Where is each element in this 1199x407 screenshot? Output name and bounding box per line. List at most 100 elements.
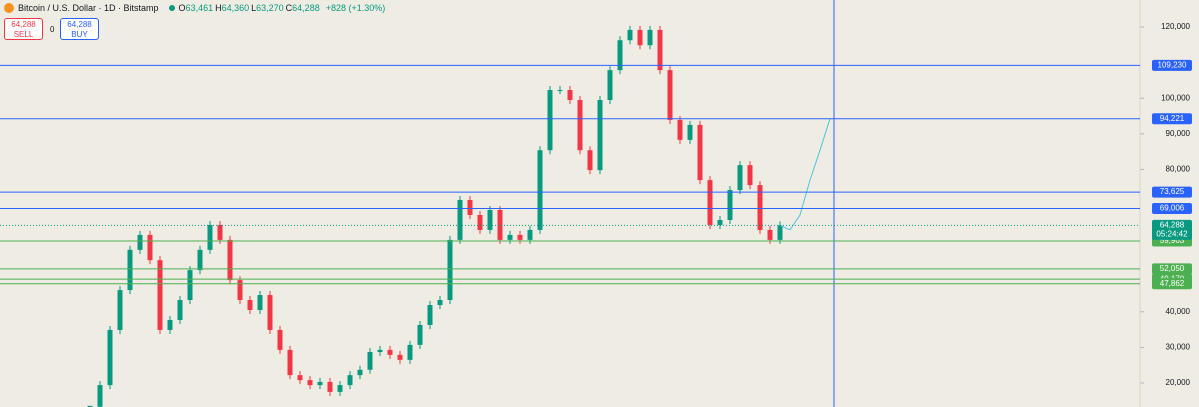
candle — [627, 29, 633, 41]
candle — [577, 100, 583, 151]
buy-price: 64,288 — [67, 20, 92, 29]
last-price-label: 64,288 — [1160, 220, 1185, 229]
candle — [297, 375, 303, 381]
candle — [517, 234, 523, 240]
candle — [207, 224, 213, 250]
candle — [377, 349, 383, 353]
candle — [477, 214, 483, 230]
candle — [127, 249, 133, 291]
candle — [617, 40, 623, 71]
status-dot — [168, 5, 175, 11]
ohlc: O63,461 H64,360 L63,270 C64,288 — [179, 3, 322, 13]
symbol-title[interactable]: Bitcoin / U.S. Dollar · 1D · Bitstamp — [18, 3, 159, 13]
ohlc-key: C — [285, 3, 293, 13]
candle — [117, 290, 123, 330]
projection-line — [779, 118, 831, 231]
candle — [707, 180, 713, 225]
candle — [637, 29, 643, 46]
candle — [307, 380, 313, 386]
candle — [367, 352, 373, 370]
candle — [147, 234, 153, 261]
candle — [767, 229, 773, 240]
level-label-box — [1152, 278, 1192, 290]
candle — [547, 90, 553, 151]
candle — [97, 385, 103, 407]
candle — [457, 200, 463, 240]
ohlc-key: O — [178, 3, 186, 13]
candle — [427, 305, 433, 325]
candle — [157, 260, 163, 330]
candle — [317, 381, 323, 386]
ohlc-value: 63,270 — [256, 3, 284, 13]
level-label-box — [1152, 59, 1192, 71]
candle — [697, 124, 703, 181]
candle — [327, 381, 333, 392]
y-tick-label: 90,000 — [1166, 129, 1191, 138]
level-label-box — [1152, 263, 1192, 275]
change: +828 (+1.30%) — [325, 3, 386, 13]
candle — [587, 150, 593, 171]
candle — [237, 280, 243, 301]
candle — [87, 405, 93, 407]
candle — [397, 354, 403, 360]
sell-label: SELL — [13, 30, 34, 39]
y-tick-label: 20,000 — [1166, 378, 1191, 387]
candle — [497, 209, 503, 240]
candle — [437, 300, 443, 306]
candle — [737, 165, 743, 191]
sell-button[interactable]: 64,288 SELL — [4, 18, 43, 40]
candle — [257, 295, 263, 311]
candle — [487, 209, 493, 230]
candle — [657, 29, 663, 71]
coin-icon — [4, 3, 14, 13]
candle — [557, 90, 563, 92]
candle — [467, 200, 473, 215]
ohlc-value: 64,288 — [292, 3, 320, 13]
candle — [607, 70, 613, 101]
candle — [217, 224, 223, 240]
candle — [347, 375, 353, 386]
candle — [227, 239, 233, 281]
candle — [747, 165, 753, 186]
level-label: 73,625 — [1160, 187, 1185, 196]
candle — [167, 319, 173, 330]
y-tick-label: 30,000 — [1166, 342, 1191, 351]
y-tick-label: 120,000 — [1161, 22, 1190, 31]
candle — [647, 29, 653, 46]
candle — [337, 385, 343, 392]
candle — [187, 270, 193, 301]
candle — [387, 349, 393, 355]
candle — [137, 234, 143, 250]
candle — [687, 124, 693, 140]
level-label: 47,862 — [1160, 279, 1185, 288]
candle — [197, 249, 203, 271]
candle — [107, 329, 113, 386]
y-tick-label: 80,000 — [1166, 165, 1191, 174]
candle — [357, 369, 363, 376]
candle — [407, 344, 413, 360]
countdown: 05:24:42 — [1156, 229, 1188, 238]
candle — [677, 119, 683, 140]
buy-button[interactable]: 64,288 BUY — [60, 18, 99, 40]
candle — [717, 219, 723, 225]
candle — [247, 300, 253, 311]
ohlc-key: L — [251, 3, 257, 13]
level-label-box — [1152, 113, 1192, 125]
level-label-box — [1152, 186, 1192, 198]
level-label: 52,050 — [1160, 264, 1185, 273]
level-label: 109,230 — [1158, 60, 1187, 69]
candle — [507, 234, 513, 240]
header: Bitcoin / U.S. Dollar · 1D · Bitstamp O6… — [4, 3, 387, 13]
ohlc-value: 64,360 — [221, 3, 250, 13]
candle — [537, 150, 543, 230]
candle — [757, 185, 763, 230]
candle — [597, 100, 603, 171]
candle — [177, 300, 183, 320]
candle — [267, 295, 273, 330]
level-label: 69,006 — [1160, 204, 1185, 213]
ohlc-key: H — [215, 3, 222, 13]
level-label: 59,903 — [1160, 236, 1185, 245]
candle — [567, 90, 573, 101]
